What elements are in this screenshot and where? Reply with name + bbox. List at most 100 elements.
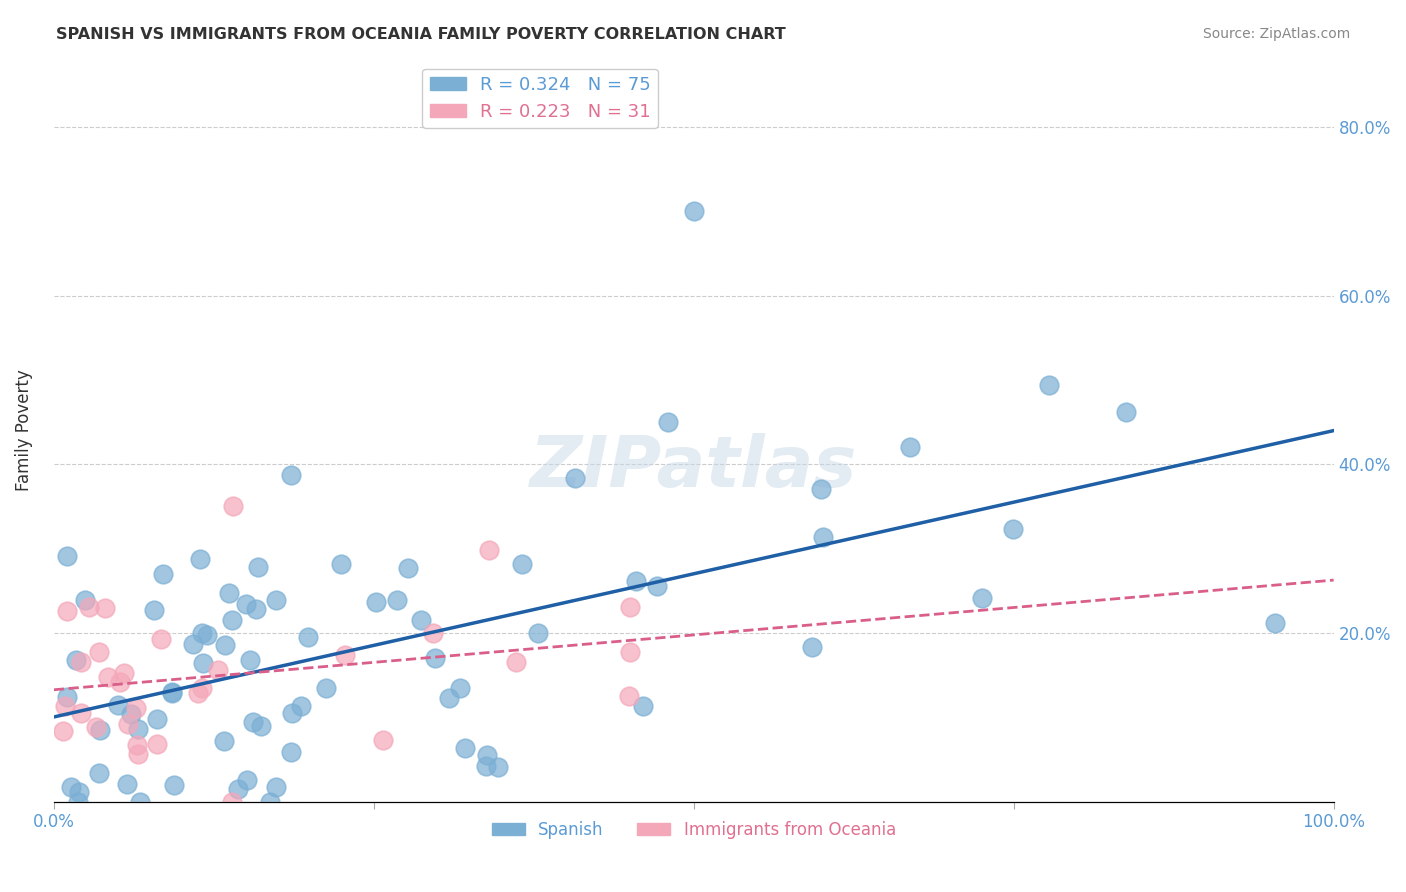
Point [423, 651, 446, 665]
Point [160, 686, 183, 700]
Point [315, 681, 337, 695]
Point [647, 579, 669, 593]
Point [247, 560, 270, 574]
Text: Source: ZipAtlas.com: Source: ZipAtlas.com [1202, 27, 1350, 41]
Point [1264, 615, 1286, 630]
Point [107, 698, 129, 712]
Point [214, 734, 236, 748]
Point [290, 699, 312, 714]
Point [128, 795, 150, 809]
Point [146, 738, 169, 752]
Point [475, 747, 498, 762]
Point [439, 691, 461, 706]
Point [972, 591, 994, 606]
Point [1115, 405, 1137, 419]
Point [242, 714, 264, 729]
Point [115, 777, 138, 791]
Point [120, 706, 142, 721]
Point [800, 640, 823, 654]
Point [127, 747, 149, 762]
Point [236, 773, 259, 788]
Point [422, 625, 444, 640]
Point [385, 592, 408, 607]
Point [330, 557, 353, 571]
Point [810, 482, 832, 496]
Point [55, 603, 77, 617]
Point [207, 664, 229, 678]
Point [60, 780, 83, 794]
Point [245, 601, 267, 615]
Point [250, 719, 273, 733]
Point [657, 415, 679, 429]
Point [617, 689, 640, 703]
Point [114, 666, 136, 681]
Point [70, 706, 93, 721]
Point [97, 670, 120, 684]
Point [67, 785, 90, 799]
Point [297, 630, 319, 644]
Point [449, 681, 471, 695]
Point [218, 586, 240, 600]
Point [187, 686, 209, 700]
Point [195, 628, 218, 642]
Point [150, 632, 173, 646]
Point [510, 558, 533, 572]
Point [619, 645, 641, 659]
Point [682, 204, 704, 219]
Point [228, 781, 250, 796]
Text: ZIPatlas: ZIPatlas [530, 434, 858, 502]
Point [631, 698, 654, 713]
Point [181, 637, 204, 651]
Text: SPANISH VS IMMIGRANTS FROM OCEANIA FAMILY POVERTY CORRELATION CHART: SPANISH VS IMMIGRANTS FROM OCEANIA FAMIL… [56, 27, 786, 42]
Point [65, 653, 87, 667]
Point [127, 738, 149, 752]
Point [396, 561, 419, 575]
Point [160, 685, 183, 699]
Point [811, 530, 834, 544]
Point [69, 656, 91, 670]
Point [52, 723, 75, 738]
Point [55, 690, 77, 704]
Point [53, 698, 76, 713]
Point [221, 613, 243, 627]
Point [259, 795, 281, 809]
Point [146, 712, 169, 726]
Point [117, 717, 139, 731]
Point [527, 626, 550, 640]
Point [619, 599, 641, 614]
Point [127, 723, 149, 737]
Point [152, 567, 174, 582]
Point [264, 593, 287, 607]
Point [77, 599, 100, 614]
Point [280, 746, 302, 760]
Point [1002, 522, 1025, 536]
Point [191, 656, 214, 670]
Point [411, 613, 433, 627]
Point [898, 440, 921, 454]
Point [108, 674, 131, 689]
Point [73, 593, 96, 607]
Y-axis label: Family Poverty: Family Poverty [15, 369, 32, 491]
Point [84, 720, 107, 734]
Point [564, 471, 586, 485]
Point [335, 648, 357, 663]
Point [371, 732, 394, 747]
Point [486, 759, 509, 773]
Point [124, 701, 146, 715]
Point [235, 597, 257, 611]
Point [1038, 378, 1060, 392]
Point [163, 778, 186, 792]
Point [454, 741, 477, 756]
Point [624, 574, 647, 588]
Point [94, 601, 117, 615]
Point [239, 653, 262, 667]
Point [191, 625, 214, 640]
Point [364, 595, 387, 609]
Point [214, 639, 236, 653]
Point [142, 603, 165, 617]
Point [66, 795, 89, 809]
Point [55, 549, 77, 563]
Point [505, 655, 527, 669]
Point [190, 681, 212, 696]
Point [221, 795, 243, 809]
